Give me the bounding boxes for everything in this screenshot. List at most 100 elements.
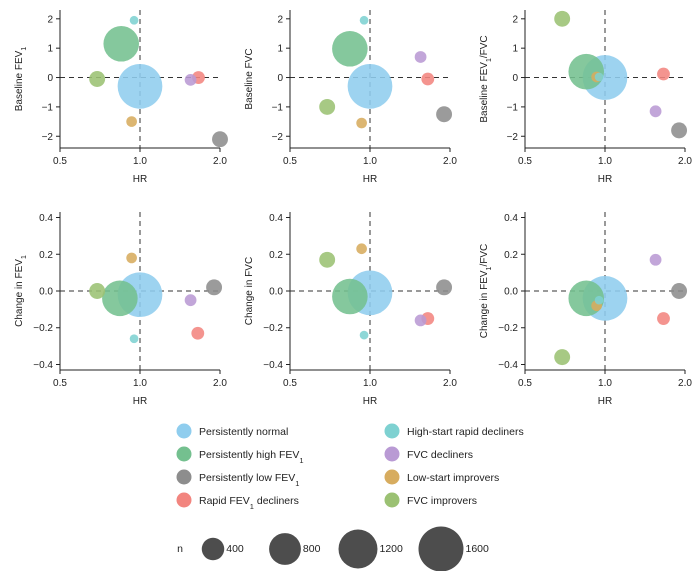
y-tick-label: −2 <box>42 132 54 143</box>
legend-label: Persistently normal <box>199 426 288 438</box>
x-tick-label: 0.5 <box>53 156 67 167</box>
bubble-fvc_decliners <box>649 105 662 118</box>
legend-swatch <box>176 446 192 462</box>
y-axis-label: Baseline FEV1/FVC <box>479 35 493 122</box>
y-tick-label: 0.0 <box>504 287 518 298</box>
legend-label-main: FVC improvers <box>407 495 477 507</box>
legend-label-main: Rapid FEV <box>199 495 250 507</box>
bubble-persistently_normal <box>347 63 393 109</box>
legend-swatch <box>384 469 400 485</box>
y-tick-label: −2 <box>272 132 284 143</box>
legend-item-persistently_normal: Persistently normal <box>176 423 288 439</box>
x-axis-label: HR <box>133 174 147 185</box>
bubble-persistently_high <box>103 25 140 62</box>
x-tick-label: 0.5 <box>518 156 532 167</box>
size-legend-label: 1600 <box>466 543 490 555</box>
legend: Persistently normal Persistently high FEV… <box>176 423 524 511</box>
bubble-high_start_rapid <box>129 334 139 344</box>
size-legend-item: 1200 <box>338 529 403 569</box>
bubble-fvc_decliners <box>414 51 427 63</box>
size-legend-label: 1200 <box>379 543 403 555</box>
bubble-fvc_improvers <box>89 283 106 299</box>
y-tick-label: 0 <box>277 73 283 84</box>
legend-item-low_start_improvers: Low-start improvers <box>384 469 499 485</box>
bubble-fvc_decliners <box>414 314 427 327</box>
size-legend-bubble <box>201 537 225 561</box>
y-tick-label: −0.2 <box>33 323 53 334</box>
y-axis-label-sub: 1 <box>21 47 28 51</box>
x-tick-label: 2.0 <box>443 156 457 167</box>
y-tick-label: 0.4 <box>269 213 283 224</box>
bubble-persistently_high <box>332 278 368 315</box>
y-axis-label-sub: 1 <box>486 58 493 62</box>
legend-label-sub: 1 <box>295 479 299 488</box>
legend-label-main: Persistently high FEV <box>199 449 299 461</box>
bubble-rapid_decliners <box>421 72 435 86</box>
y-axis-label-main: Change in FEV <box>479 270 490 338</box>
legend-label-main: Persistently normal <box>199 426 288 438</box>
y-axis-label-after: /FVC <box>479 35 490 58</box>
x-tick-label: 1.0 <box>598 156 612 167</box>
legend-label-sub: 1 <box>250 502 254 511</box>
x-axis-label: HR <box>598 174 612 185</box>
y-axis-label-main: Baseline FEV <box>14 50 25 111</box>
legend-label: Persistently low FEV1 <box>199 472 299 488</box>
y-tick-label: −0.2 <box>263 323 283 334</box>
size-legend-label: 400 <box>226 543 244 555</box>
x-tick-label: 1.0 <box>133 156 147 167</box>
legend-swatch <box>176 492 192 508</box>
legend-swatch <box>384 492 400 508</box>
x-tick-label: 1.0 <box>363 156 377 167</box>
legend-item-fvc_improvers: FVC improvers <box>384 492 477 508</box>
size-legend-bubble <box>269 533 301 565</box>
panel-2: 0.5 1.0 2.0 −2 −1 0 1 2 HR Baseline FVC <box>244 10 457 185</box>
y-tick-label: 0 <box>512 73 518 84</box>
x-tick-label: 1.0 <box>598 378 612 389</box>
y-tick-label: 0.0 <box>39 287 53 298</box>
bubble-low_start_improvers <box>356 117 367 129</box>
bubble-persistently_high <box>332 30 368 67</box>
x-tick-label: 2.0 <box>678 378 692 389</box>
bubble-low_start_improvers <box>126 116 137 127</box>
bubble-fvc_improvers <box>319 251 336 268</box>
y-axis-label: Change in FEV1 <box>14 255 28 327</box>
x-tick-label: 2.0 <box>213 156 227 167</box>
legend-label: Low-start improvers <box>407 472 499 484</box>
y-tick-label: −0.4 <box>498 360 518 371</box>
y-tick-label: 0 <box>47 73 53 84</box>
bubble-rapid_decliners <box>657 67 670 81</box>
x-tick-label: 2.0 <box>443 378 457 389</box>
y-axis-label: Baseline FEV1 <box>14 47 28 112</box>
y-axis-label: Change in FEV1/FVC <box>479 244 493 339</box>
bubble-low_start_improvers <box>126 252 137 264</box>
bubble-persistently_low <box>436 279 453 296</box>
y-tick-label: 0.4 <box>504 213 518 224</box>
y-tick-label: −1 <box>42 102 54 113</box>
legend-label: FVC improvers <box>407 495 477 507</box>
size-legend-bubble <box>418 526 464 571</box>
bubble-high_start_rapid <box>594 295 604 305</box>
y-axis-label-after: /FVC <box>479 244 490 267</box>
legend-item-persistently_low: Persistently low FEV1 <box>176 469 299 488</box>
y-tick-label: 0.2 <box>504 250 518 261</box>
size-legend-item: 400 <box>201 537 244 561</box>
legend-item-high_start_rapid: High-start rapid decliners <box>384 423 524 439</box>
panel-6: 0.5 1.0 2.0 −0.4 −0.2 0.0 0.2 0.4 HR Change in FE… <box>479 212 692 407</box>
x-axis-label: HR <box>598 396 612 407</box>
x-axis-label: HR <box>363 174 377 185</box>
legend-swatch <box>384 446 400 462</box>
panel-5: 0.5 1.0 2.0 −0.4 −0.2 0.0 0.2 0.4 HR Change in FV… <box>244 212 457 407</box>
legend-swatch <box>176 469 192 485</box>
legend-label-main: High-start rapid decliners <box>407 426 524 438</box>
bubble-fvc_improvers <box>319 98 336 115</box>
legend-item-fvc_decliners: FVC decliners <box>384 446 473 462</box>
x-tick-label: 0.5 <box>518 378 532 389</box>
y-tick-label: 1 <box>277 44 283 55</box>
bubble-persistently_low <box>206 279 223 296</box>
x-tick-label: 0.5 <box>283 378 297 389</box>
x-tick-label: 2.0 <box>678 156 692 167</box>
y-axis-label-sub: 1 <box>21 255 28 259</box>
bubble-fvc_improvers <box>89 71 106 87</box>
y-axis-label: Change in FVC <box>244 257 255 325</box>
